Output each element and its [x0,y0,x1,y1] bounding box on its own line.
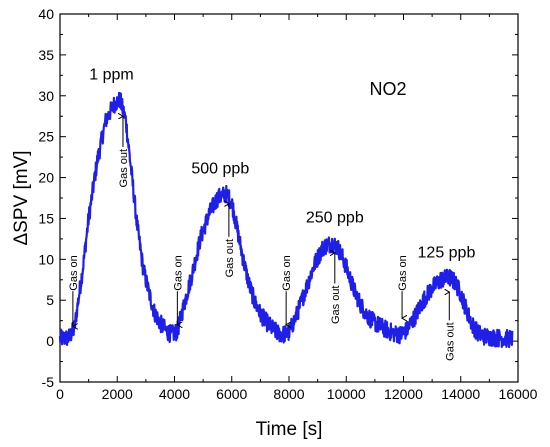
tick-labels: 0 2000 4000 6000 8000 10000 12000 14000 16000-50… [38,6,537,402]
concentration-label: 125 ppb [418,245,476,262]
gas-label: NO2 [369,79,406,99]
annotations: NO2 1 ppm 500 ppb 250 ppb 125 ppb Gas on Gas o… [68,66,476,360]
x-tick-label: 4000 [159,386,190,402]
y-tick-label: 20 [38,170,54,186]
gas-out-label: Gas out [444,322,456,361]
x-tick-label: 2000 [102,386,133,402]
x-tick-label: 10000 [327,386,366,402]
gas-on-label: Gas on [281,255,293,290]
gas-out-label: Gas out [330,286,342,325]
y-tick-label: 15 [38,210,54,226]
gas-on-label: Gas on [172,255,184,290]
x-tick-label: 6000 [216,386,247,402]
concentration-label: 250 ppb [306,210,364,227]
axis-ticks [59,13,519,383]
y-tick-label: 10 [38,251,54,267]
gas-on-label: Gas on [397,255,409,290]
concentration-label: 500 ppb [191,160,249,177]
y-tick-label: 40 [38,6,54,22]
x-tick-label: 16000 [499,386,538,402]
gas-on-label: Gas on [68,255,80,290]
spv-series-line [58,91,514,349]
x-tick-label: 14000 [441,386,480,402]
y-axis-title: ΔSPV [mV] [11,150,32,245]
y-tick-label: 0 [46,333,54,349]
gas-out-label: Gas out [224,239,236,278]
gas-out-label: Gas out [118,149,130,188]
x-tick-label: 12000 [384,386,423,402]
y-tick-label: 25 [38,129,54,145]
x-tick-label: 8000 [273,386,304,402]
y-tick-label: 30 [38,88,54,104]
concentration-label: 1 ppm [89,66,133,83]
y-tick-label: -5 [42,374,55,390]
y-tick-label: 35 [38,47,54,63]
y-tick-label: 5 [46,292,54,308]
x-axis-title: Time [s] [256,419,323,440]
x-tick-label: 0 [56,386,64,402]
